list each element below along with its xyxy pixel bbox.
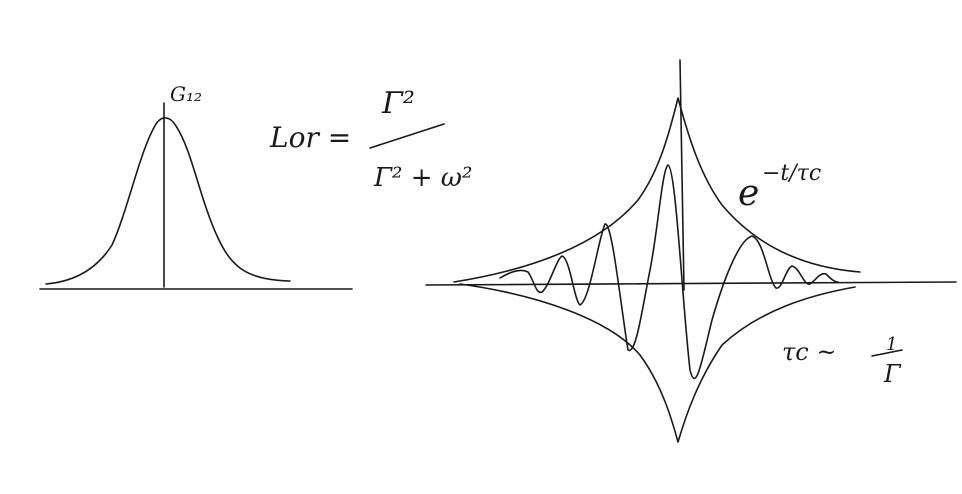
lower-envelope bbox=[459, 283, 856, 443]
peak-label: G₁₂ bbox=[170, 82, 202, 106]
envelope-exponent: −t/τc bbox=[762, 161, 821, 186]
tau-rhs-numerator: 1 bbox=[886, 334, 897, 355]
tau-lhs: τc ~ bbox=[782, 338, 836, 366]
upper-envelope bbox=[453, 97, 861, 283]
right-panel: e −t/τc τc ~ 1 Γ bbox=[425, 59, 957, 443]
formula-lhs: Lor = bbox=[269, 121, 351, 154]
right-y-axis bbox=[679, 59, 685, 291]
formula-denominator: Γ² + ω² bbox=[373, 163, 472, 193]
oscillation-curve bbox=[499, 164, 839, 379]
envelope-base: e bbox=[738, 173, 759, 214]
left-panel: G₁₂ bbox=[39, 82, 353, 290]
tau-fraction-bar bbox=[871, 349, 903, 357]
tau-rhs-denominator: Γ bbox=[883, 360, 902, 388]
fraction-bar bbox=[369, 123, 445, 149]
lorentzian-formula: Lor = Γ² Γ² + ω² bbox=[269, 86, 472, 193]
peak-curve bbox=[45, 117, 291, 285]
formula-numerator: Γ² bbox=[381, 86, 415, 121]
right-x-axis bbox=[425, 281, 957, 286]
